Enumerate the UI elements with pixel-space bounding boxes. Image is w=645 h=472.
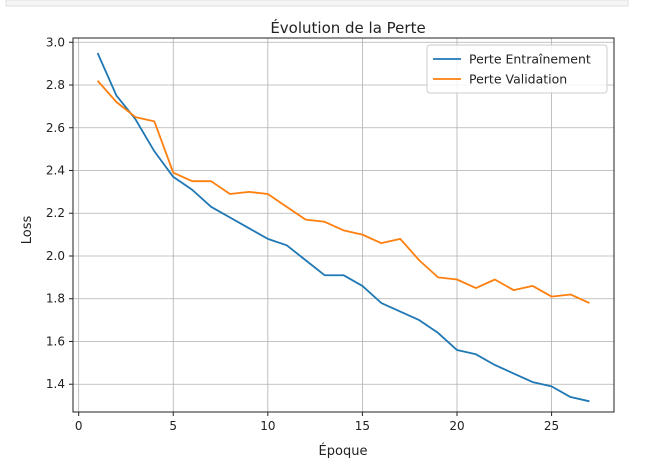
x-axis-label: Époque [319, 443, 368, 459]
legend-entry-label: Perte Entraînement [469, 52, 591, 67]
y-axis-label: Loss [20, 216, 35, 245]
x-tick-label: 20 [449, 419, 464, 433]
y-tick-label: 2.0 [46, 249, 65, 263]
y-tick-label: 1.6 [46, 334, 65, 348]
series-line-validation [96, 80, 590, 304]
legend: Perte Entraînement Perte Validation [426, 44, 608, 94]
legend-box [426, 44, 608, 94]
plot-frame [72, 37, 615, 413]
y-tick-label: 1.4 [46, 377, 65, 391]
top-edge-strip [5, 0, 629, 7]
series-line-train [96, 52, 590, 403]
chart-title: Évolution de la Perte [270, 18, 425, 37]
grid [73, 38, 614, 412]
y-tick-label: 2.6 [46, 121, 65, 135]
y-tick-label: 2.8 [46, 78, 65, 92]
y-tick-label: 1.8 [46, 292, 65, 306]
x-tick-label: 0 [75, 419, 83, 433]
x-tick-label: 25 [544, 419, 559, 433]
x-tick-label: 15 [355, 419, 370, 433]
y-tick-label: 3.0 [46, 35, 65, 49]
x-tick-label: 5 [169, 419, 177, 433]
y-tick-label: 2.2 [46, 206, 65, 220]
legend-entry-label: Perte Validation [469, 72, 567, 87]
ticks: 0 5 10 15 20 25 1.4 1.6 1.8 2.0 2.2 2.4 2.6 2.8 3.0 [46, 35, 559, 433]
x-tick-label: 10 [260, 419, 275, 433]
series-layer [96, 52, 590, 403]
y-tick-label: 2.4 [46, 164, 65, 178]
